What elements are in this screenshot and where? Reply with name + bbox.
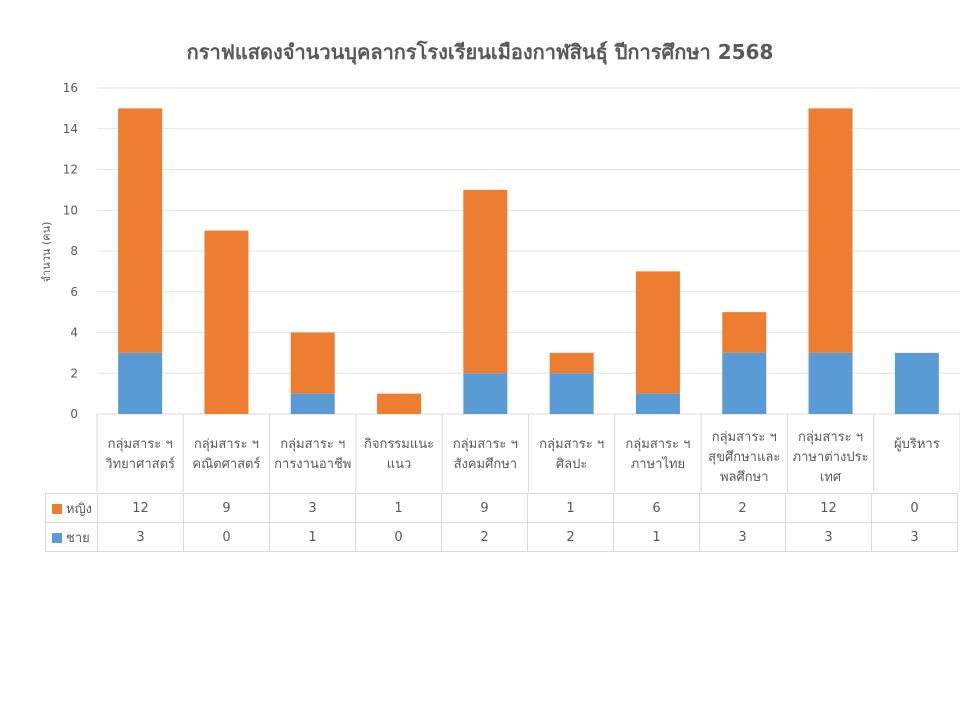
data-table-cell: 9 [183, 493, 270, 523]
y-tick-label: 0 [70, 407, 78, 421]
data-table-cell: 1 [527, 493, 614, 523]
data-table-cell: 1 [269, 522, 356, 552]
data-table-row: หญิง 12 9 3 1 9 1 6 2 12 0 [45, 493, 958, 523]
x-tick-label: แนว [387, 457, 412, 472]
y-tick-label: 10 [63, 203, 78, 217]
data-table-cell: 3 [269, 493, 356, 523]
x-tick-label: ศิลปะ [556, 457, 587, 472]
axes: 0 2 4 6 8 10 12 14 16 กลุ่มสาระ ฯวิทยาศาสตร์ กลุ่ม… [63, 81, 960, 492]
bar-segment-male [118, 352, 163, 414]
bar-segment-female [290, 332, 335, 394]
data-table-cell: 6 [613, 493, 700, 523]
x-tick-label: ผู้บริหาร [894, 437, 940, 452]
x-tick-label: สังคมศึกษา [454, 457, 518, 472]
bar-segment-female [635, 271, 680, 394]
data-table-cell: 12 [785, 493, 872, 523]
bar-segment-male [549, 373, 594, 414]
y-tick-label: 4 [70, 326, 78, 340]
x-tick-label: กลุ่มสาระ ฯ [625, 437, 690, 452]
bar-segment-male [635, 393, 680, 414]
data-table: หญิง 12 9 3 1 9 1 6 2 12 0 ชาย 3 0 1 0 2 2 1 3 3 3 [45, 493, 958, 552]
bar-segment-male [722, 352, 767, 414]
legend-swatch [52, 504, 62, 514]
bar-segment-female [722, 312, 767, 353]
bar-segment-female [377, 393, 422, 414]
legend-swatch [52, 533, 62, 543]
data-table-cell: 2 [441, 522, 528, 552]
y-tick-label: 12 [63, 163, 78, 177]
data-table-cell: 3 [699, 522, 786, 552]
legend-label: หญิง [66, 501, 92, 517]
x-tick-label: เทศ [820, 470, 842, 485]
bar-segment-female [549, 352, 594, 374]
y-tick-label: 16 [63, 81, 78, 95]
x-tick-label: คณิตศาสตร์ [192, 456, 260, 472]
bar-segment-female [808, 108, 853, 353]
y-axis-label: จำนวน (คน) [40, 222, 53, 283]
data-table-cell: 2 [699, 493, 786, 523]
bar-segment-female [204, 230, 249, 414]
y-tick-label: 2 [70, 366, 78, 380]
x-tick-label: สุขศึกษาและ [708, 450, 780, 465]
x-tick-label: กลุ่มสาระ ฯ [194, 437, 259, 452]
x-tick-label: การงานอาชีพ [274, 456, 351, 472]
y-tick-label: 6 [70, 285, 78, 299]
x-tick-label: กลุ่มสาระ ฯ [798, 430, 863, 445]
x-tick-label: กลุ่มสาระ ฯ [712, 430, 777, 445]
legend-label: ชาย [66, 530, 90, 546]
x-tick-label: กิจกรรมแนะ [364, 437, 434, 452]
data-table-cell: 2 [527, 522, 614, 552]
x-tick-label: วิทยาศาสตร์ [105, 456, 175, 472]
data-table-cell: 0 [355, 522, 442, 552]
bars [118, 108, 939, 414]
bar-segment-male [808, 352, 853, 414]
data-table-cell: 3 [785, 522, 872, 552]
chart-title: กราฟแสดงจำนวนบุคลากรโรงเรียนเมืองกาฬสินธ… [186, 40, 774, 64]
data-table-cell: 1 [355, 493, 442, 523]
x-tick-label: กลุ่มสาระ ฯ [453, 437, 518, 452]
data-table-cell: 3 [97, 522, 184, 552]
data-table-row: ชาย 3 0 1 0 2 2 1 3 3 3 [45, 522, 958, 552]
bar-segment-male [290, 393, 335, 414]
x-tick-label: ภาษาต่างประ [793, 450, 869, 465]
y-tick-label: 8 [70, 244, 78, 258]
y-tick-label: 14 [63, 122, 78, 136]
bar-segment-male [894, 352, 939, 414]
data-table-cell: 3 [871, 522, 958, 552]
legend-key: หญิง [45, 493, 98, 523]
legend-key: ชาย [45, 522, 98, 552]
data-table-cell: 9 [441, 493, 528, 523]
data-table-cell: 0 [871, 493, 958, 523]
x-tick-label: ภาษาไทย [631, 456, 685, 472]
x-tick-label: กลุ่มสาระ ฯ [108, 437, 173, 452]
bar-segment-female [118, 108, 163, 353]
data-table-cell: 0 [183, 522, 270, 552]
x-tick-label: กลุ่มสาระ ฯ [539, 437, 604, 452]
data-table-cell: 1 [613, 522, 700, 552]
bar-segment-female [463, 189, 508, 374]
x-tick-label: กลุ่มสาระ ฯ [280, 437, 345, 452]
bar-segment-male [463, 373, 508, 414]
data-table-cell: 12 [97, 493, 184, 523]
x-tick-label: พลศึกษา [720, 470, 769, 485]
